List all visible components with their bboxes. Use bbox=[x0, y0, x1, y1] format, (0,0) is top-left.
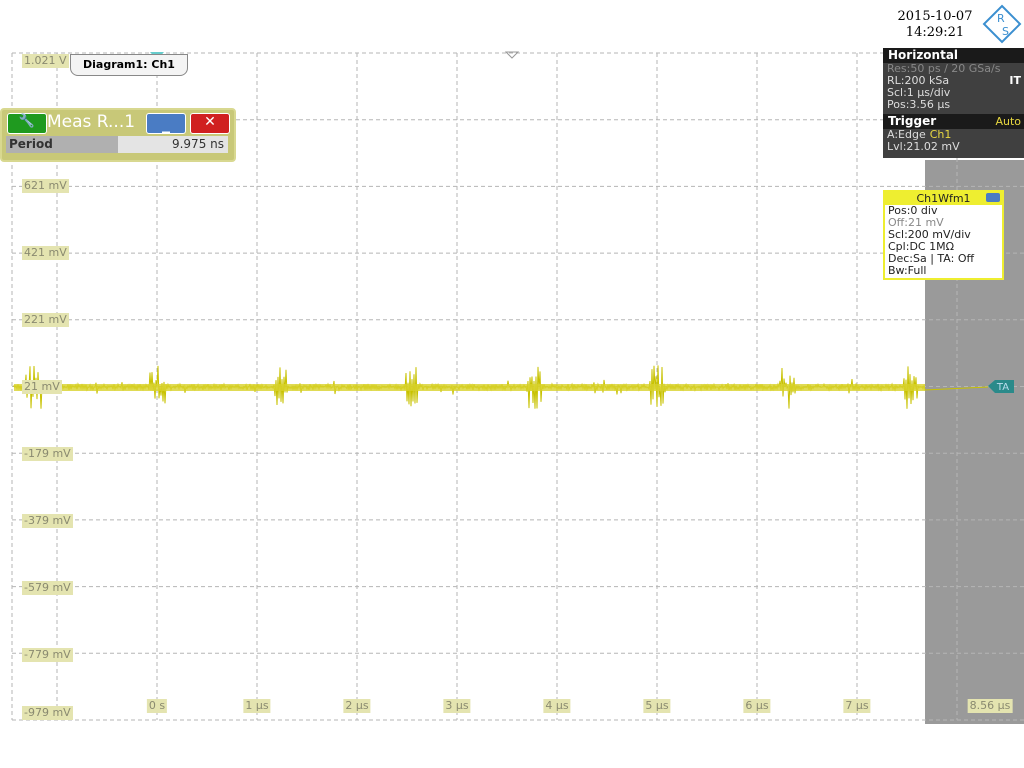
info-cell: 50 ps / 20 GSa/s bbox=[910, 62, 1001, 75]
diagram-tab[interactable]: Diagram1: Ch1 bbox=[70, 54, 188, 76]
y-axis-label: -779 mV bbox=[22, 648, 73, 662]
settings-button[interactable]: 🔧 bbox=[7, 113, 47, 134]
info-cell: Off: bbox=[888, 216, 908, 229]
info-row: Cpl:DC 1MΩ bbox=[888, 241, 1002, 253]
y-axis-label: 221 mV bbox=[22, 313, 69, 327]
x-axis-label: 5 µs bbox=[643, 699, 671, 713]
y-axis-label: -979 mV bbox=[22, 706, 73, 720]
info-row: RL:200 kSa IT bbox=[887, 75, 1024, 87]
horizontal-title: Horizontal bbox=[883, 48, 1024, 63]
y-axis-label: -379 mV bbox=[22, 514, 73, 528]
trigger-title-text: Trigger bbox=[888, 114, 937, 128]
grid bbox=[11, 52, 1024, 721]
info-cell: IT bbox=[1009, 74, 1021, 87]
y-axis-label: 421 mV bbox=[22, 246, 69, 260]
info-cell: RL: bbox=[887, 74, 905, 87]
channel-minimize[interactable] bbox=[986, 193, 1000, 202]
trigger-title: Trigger Auto bbox=[883, 114, 1024, 129]
trigger-pos-marker bbox=[504, 51, 520, 59]
x-axis-label: 2 µs bbox=[343, 699, 371, 713]
info-cell: 1 µs/div bbox=[906, 86, 951, 99]
info-cell: Full bbox=[907, 264, 927, 277]
datetime: 2015-10-07 14:29:21 bbox=[892, 9, 978, 41]
time: 14:29:21 bbox=[905, 25, 965, 40]
info-cell: 0 div bbox=[910, 204, 938, 217]
logo-letter: S bbox=[1002, 25, 1009, 38]
info-cell: 200 kSa bbox=[904, 74, 950, 87]
channel-title-text: Ch1Wfm1 bbox=[916, 192, 971, 205]
info-cell: 21 mV bbox=[907, 216, 944, 229]
info-row: Lvl:21.02 mV bbox=[887, 141, 1024, 153]
info-row: Scl:200 mV/div bbox=[888, 229, 1002, 241]
info-row: Off:21 mV bbox=[888, 217, 1002, 229]
info-cell: Edge bbox=[898, 128, 926, 141]
x-axis-label: 0 s bbox=[146, 699, 168, 713]
meas-title: Meas R...1 bbox=[47, 112, 136, 132]
info-cell: Pos: bbox=[887, 98, 910, 111]
x-axis-label: 4 µs bbox=[543, 699, 571, 713]
waveform-band bbox=[14, 384, 925, 391]
trigger-level-marker bbox=[988, 380, 1014, 393]
x-axis-label: 6 µs bbox=[743, 699, 771, 713]
trigger-level-text: TA bbox=[996, 382, 1009, 393]
info-row: Bw:Full bbox=[888, 265, 1002, 277]
info-row: Dec:Sa | TA: Off bbox=[888, 253, 1002, 265]
info-cell: A: bbox=[887, 128, 899, 141]
info-cell: Ch1 bbox=[929, 128, 952, 141]
close-button[interactable]: ✕ bbox=[190, 113, 230, 134]
logo: R S bbox=[982, 4, 1022, 44]
info-cell: Bw: bbox=[888, 264, 908, 277]
y-axis-label: 621 mV bbox=[22, 179, 69, 193]
info-row: Pos:3.56 µs bbox=[887, 99, 1024, 111]
channel-title: Ch1Wfm1 bbox=[885, 192, 1002, 205]
info-cell: 21.02 mV bbox=[906, 140, 960, 153]
meas-label: Period bbox=[6, 136, 119, 153]
y-axis-label: -179 mV bbox=[22, 447, 73, 461]
y-axis-label: 1.021 V bbox=[22, 54, 69, 68]
x-axis-label: 8.56 µs bbox=[967, 699, 1013, 713]
trigger-mode: Auto bbox=[995, 115, 1021, 128]
channel-panel: Ch1Wfm1 Pos:0 div Off:21 mV Scl:200 mV/div… bbox=[883, 190, 1004, 280]
x-axis-label: 7 µs bbox=[843, 699, 871, 713]
info-cell: Res: bbox=[887, 62, 911, 75]
x-axis-label: 1 µs bbox=[243, 699, 271, 713]
info-cell: Lvl: bbox=[887, 140, 907, 153]
info-row: Res:50 ps / 20 GSa/s bbox=[887, 63, 1024, 75]
info-cell: DC 1MΩ bbox=[909, 240, 954, 253]
info-cell: Scl: bbox=[888, 228, 908, 241]
info-cell: 3.56 µs bbox=[909, 98, 951, 111]
horizontal-panel: Horizontal Res:50 ps / 20 GSa/s RL:200 kS… bbox=[883, 48, 1024, 158]
x-axis-label: 3 µs bbox=[443, 699, 471, 713]
info-cell: Pos: bbox=[888, 204, 911, 217]
info-row: A:Edge Ch1 bbox=[887, 129, 1024, 141]
meas-value: 9.975 ns bbox=[118, 136, 228, 153]
meas-panel: 🔧 Meas R...1 _ ✕ Period 9.975 ns bbox=[0, 108, 236, 162]
y-axis-label: -579 mV bbox=[22, 581, 73, 595]
info-cell: 200 mV/div bbox=[907, 228, 971, 241]
info-cell: Scl: bbox=[887, 86, 907, 99]
info-row: Pos:0 div bbox=[888, 205, 1002, 217]
y-axis-label: 21 mV bbox=[22, 380, 62, 394]
logo-letter: R bbox=[997, 12, 1005, 25]
info-cell: Dec: bbox=[888, 252, 913, 265]
info-row: Scl:1 µs/div bbox=[887, 87, 1024, 99]
info-cell: Sa | TA: Off bbox=[913, 252, 975, 265]
date: 2015-10-07 bbox=[897, 9, 973, 24]
info-cell: Cpl: bbox=[888, 240, 910, 253]
minimize-button[interactable]: _ bbox=[146, 113, 186, 134]
